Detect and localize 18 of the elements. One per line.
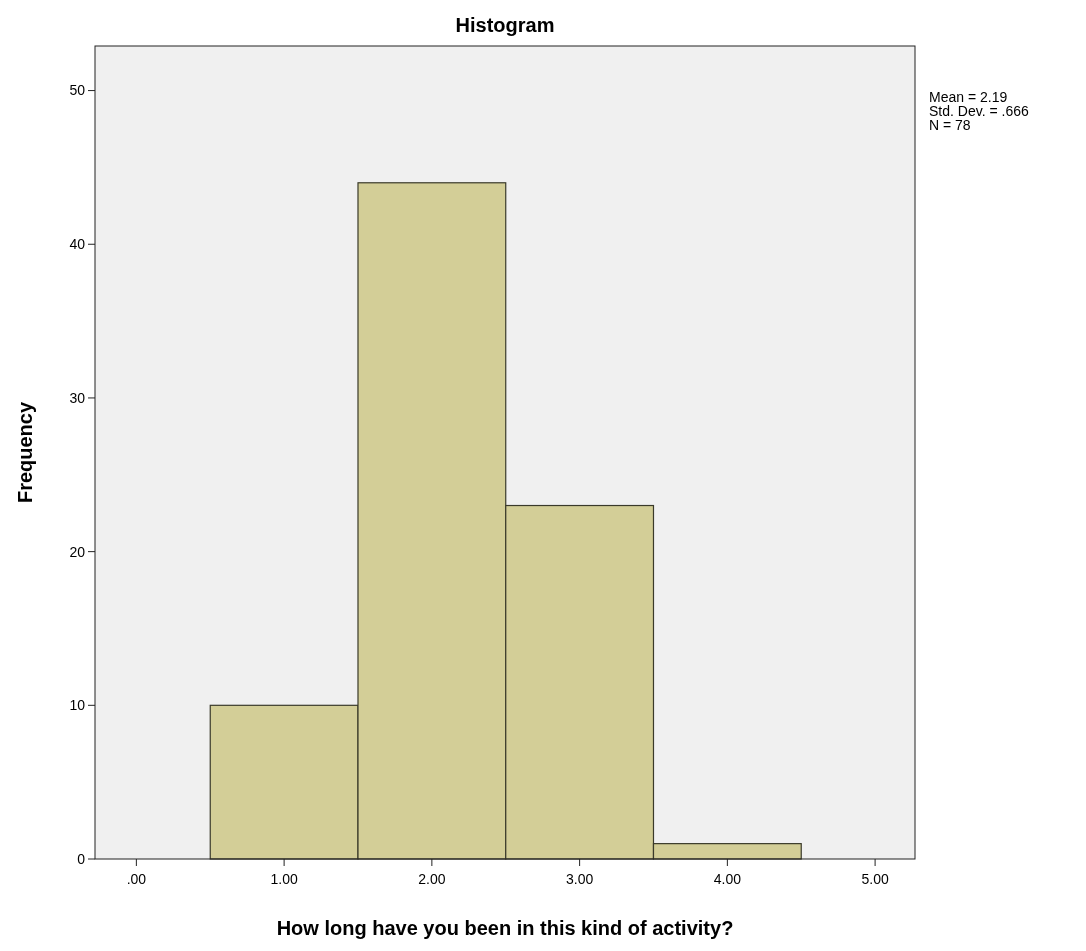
- y-tick-label: 30: [69, 389, 86, 406]
- y-tick-label: 50: [69, 82, 86, 99]
- chart-title: Histogram: [455, 14, 555, 36]
- y-axis-title: Frequency: [14, 401, 36, 504]
- y-tick-label: 0: [77, 850, 86, 867]
- y-tick-label: 10: [69, 697, 86, 714]
- x-axis-title: How long have you been in this kind of activity?: [276, 917, 734, 939]
- y-tick-label: 20: [69, 543, 86, 560]
- x-tick-label: 1.00: [270, 871, 298, 887]
- x-tick-label: 4.00: [713, 871, 742, 887]
- x-tick-label: .00: [126, 871, 147, 887]
- text: Std. Dev. = .666: [929, 103, 1029, 119]
- text: Mean = 2.19: [929, 89, 1008, 105]
- text: N = 78: [929, 117, 971, 133]
- y-tick-label: 40: [69, 236, 86, 253]
- x-tick-label: 5.00: [861, 871, 889, 887]
- x-tick-label: 2.00: [418, 871, 446, 887]
- x-tick-label: 3.00: [565, 871, 594, 887]
